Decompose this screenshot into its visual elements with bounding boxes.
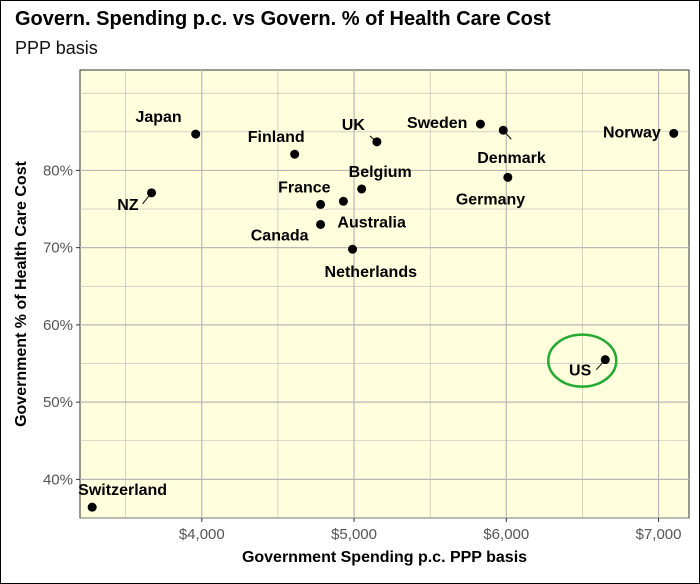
y-tick-label: 70% bbox=[43, 240, 73, 257]
x-axis-ticks: $4,000 $5,000 $6,000 $7,000 bbox=[179, 518, 682, 543]
x-axis-title: Government Spending p.c. PPP basis bbox=[242, 549, 527, 566]
point-label-denmark: Denmark bbox=[477, 150, 546, 167]
point-label-canada: Canada bbox=[251, 227, 309, 244]
point-label-france: France bbox=[278, 179, 331, 196]
x-tick-label: $6,000 bbox=[483, 526, 529, 543]
point-france bbox=[316, 199, 326, 209]
point-netherlands bbox=[348, 244, 358, 254]
x-tick-label: $4,000 bbox=[179, 526, 225, 543]
y-tick-label: 60% bbox=[43, 317, 73, 334]
point-label-nz: NZ bbox=[117, 197, 139, 214]
point-label-sweden: Sweden bbox=[407, 115, 467, 132]
point-japan bbox=[191, 129, 201, 139]
point-belgium bbox=[357, 184, 367, 194]
point-label-finland: Finland bbox=[248, 129, 305, 146]
x-tick-label: $7,000 bbox=[636, 526, 682, 543]
chart-title: Govern. Spending p.c. vs Govern. % of He… bbox=[15, 8, 551, 30]
highlight-ellipse bbox=[547, 333, 618, 388]
point-us bbox=[600, 355, 610, 365]
point-label-germany: Germany bbox=[456, 191, 525, 208]
point-canada bbox=[316, 219, 326, 229]
y-tick-label: 40% bbox=[43, 471, 73, 488]
y-axis-title: Government % of Health Care Cost bbox=[13, 160, 30, 427]
point-label-switzerland: Switzerland bbox=[78, 482, 167, 499]
point-label-us: US bbox=[569, 363, 592, 380]
point-nz bbox=[147, 188, 157, 198]
point-label-belgium: Belgium bbox=[349, 164, 412, 181]
plot-panel bbox=[79, 69, 690, 519]
y-axis-ticks: 40% 50% 60% 70% 80% bbox=[43, 162, 80, 488]
point-finland bbox=[290, 149, 300, 159]
x-tick-label: $5,000 bbox=[331, 526, 377, 543]
point-australia bbox=[338, 196, 348, 206]
point-label-netherlands: Netherlands bbox=[325, 264, 418, 281]
point-label-japan: Japan bbox=[135, 109, 181, 126]
point-germany bbox=[503, 172, 513, 182]
point-switzerland bbox=[87, 502, 97, 512]
point-denmark bbox=[498, 125, 508, 135]
point-uk bbox=[372, 137, 382, 147]
point-label-norway: Norway bbox=[603, 124, 661, 141]
data-points: Japan NZ Finland France Australia Canada Nethe… bbox=[78, 109, 679, 512]
y-tick-label: 50% bbox=[43, 394, 73, 411]
point-sweden bbox=[475, 119, 485, 129]
point-label-australia: Australia bbox=[337, 214, 406, 231]
point-label-uk: UK bbox=[342, 117, 366, 134]
grid-lines bbox=[80, 70, 689, 519]
chart-subtitle: PPP basis bbox=[15, 38, 98, 58]
point-norway bbox=[669, 128, 679, 138]
y-tick-label: 80% bbox=[43, 162, 73, 179]
